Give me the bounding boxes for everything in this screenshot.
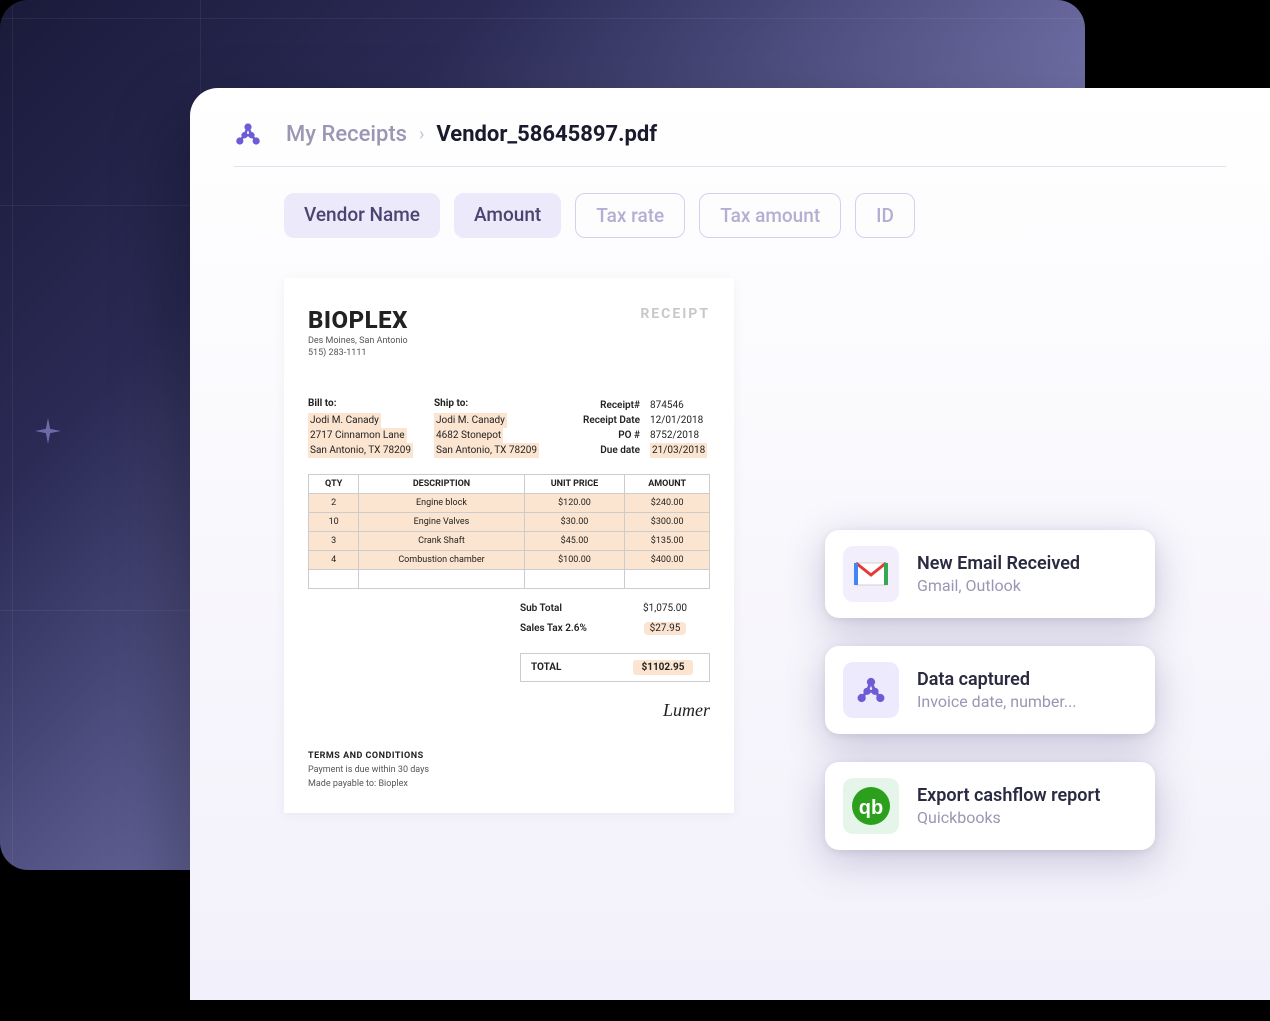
- meta-key: PO #: [560, 428, 640, 443]
- table-row: 4Combustion chamber$100.00$400.00: [309, 551, 710, 570]
- chip-tax-amount[interactable]: Tax amount: [699, 193, 841, 238]
- ship-to-name: Jodi M. Canady: [434, 413, 507, 428]
- receipt-meta: Receipt# 874546 Receipt Date 12/01/2018 PO #…: [560, 398, 710, 458]
- meta-key: Receipt Date: [560, 413, 640, 428]
- signature: Lumer: [308, 700, 710, 721]
- meta-value: 12/01/2018: [650, 413, 710, 428]
- meta-value: 8752/2018: [650, 428, 710, 443]
- field-chip-row: Vendor Name Amount Tax rate Tax amount I…: [284, 193, 1226, 238]
- chip-vendor-name[interactable]: Vendor Name: [284, 193, 440, 238]
- table-row: 3Crank Shaft$45.00$135.00: [309, 532, 710, 551]
- notification-card[interactable]: qb Export cashflow report Quickbooks: [825, 762, 1155, 850]
- tax-value: $27.95: [644, 622, 687, 635]
- gmail-icon: [843, 546, 899, 602]
- tax-label: Sales Tax 2.6%: [520, 623, 620, 634]
- chevron-right-icon: ›: [419, 124, 424, 145]
- notification-card[interactable]: Data captured Invoice date, number...: [825, 646, 1155, 734]
- table-row: 2Engine block$120.00$240.00: [309, 494, 710, 513]
- table-header: DESCRIPTION: [359, 475, 524, 494]
- chip-amount[interactable]: Amount: [454, 193, 561, 238]
- notification-subtitle: Quickbooks: [917, 808, 1100, 827]
- chip-id[interactable]: ID: [855, 193, 915, 238]
- breadcrumb-root[interactable]: My Receipts: [286, 122, 407, 147]
- notification-subtitle: Invoice date, number...: [917, 692, 1077, 711]
- table-row: 10Engine Valves$30.00$300.00: [309, 513, 710, 532]
- ship-to-line2: San Antonio, TX 78209: [434, 443, 539, 458]
- meta-value: 21/03/2018: [650, 443, 710, 458]
- logo-icon: [843, 662, 899, 718]
- receipt-line-items-table: QTYDESCRIPTIONUNIT PRICEAMOUNT 2Engine b…: [308, 474, 710, 589]
- meta-key: Receipt#: [560, 398, 640, 413]
- notification-title: New Email Received: [917, 553, 1080, 574]
- table-header: AMOUNT: [625, 475, 710, 494]
- subtotal-value: $1,075.00: [620, 603, 710, 614]
- sparkle-icon: [35, 418, 61, 444]
- app-header: My Receipts › Vendor_58645897.pdf: [234, 120, 1226, 167]
- bill-to-name: Jodi M. Canady: [308, 413, 381, 428]
- meta-key: Due date: [560, 443, 640, 458]
- quickbooks-icon: qb: [843, 778, 899, 834]
- notification-card[interactable]: New Email Received Gmail, Outlook: [825, 530, 1155, 618]
- receipt-brand-phone: 515) 283-1111: [308, 348, 408, 358]
- notification-stack: New Email Received Gmail, Outlook Data cap…: [825, 530, 1155, 850]
- receipt-label: RECEIPT: [640, 306, 710, 322]
- breadcrumb-current: Vendor_58645897.pdf: [436, 122, 657, 147]
- subtotal-label: Sub Total: [520, 603, 620, 614]
- svg-text:qb: qb: [859, 797, 883, 819]
- receipt-document: BIOPLEX Des Moines, San Antonio 515) 283…: [284, 278, 734, 813]
- bill-to-line1: 2717 Cinnamon Lane: [308, 428, 407, 443]
- ship-to-heading: Ship to:: [434, 398, 560, 409]
- ship-to-line1: 4682 Stonepot: [434, 428, 503, 443]
- notification-title: Export cashflow report: [917, 785, 1100, 806]
- total-label: TOTAL: [521, 654, 617, 681]
- app-logo-icon: [234, 120, 262, 148]
- receipt-brand: BIOPLEX: [308, 306, 408, 334]
- terms-line1: Payment is due within 30 days: [308, 765, 710, 775]
- terms-heading: TERMS AND CONDITIONS: [308, 751, 424, 761]
- table-row: [309, 570, 710, 589]
- bill-to-line2: San Antonio, TX 78209: [308, 443, 413, 458]
- receipt-brand-city: Des Moines, San Antonio: [308, 336, 408, 346]
- bill-to-heading: Bill to:: [308, 398, 434, 409]
- meta-value: 874546: [650, 398, 710, 413]
- notification-title: Data captured: [917, 669, 1077, 690]
- notification-subtitle: Gmail, Outlook: [917, 576, 1080, 595]
- breadcrumb: My Receipts › Vendor_58645897.pdf: [286, 122, 657, 147]
- table-header: QTY: [309, 475, 359, 494]
- total-value: $1102.95: [633, 660, 692, 675]
- table-header: UNIT PRICE: [524, 475, 625, 494]
- chip-tax-rate[interactable]: Tax rate: [575, 193, 685, 238]
- terms-line2: Made payable to: Bioplex: [308, 779, 710, 789]
